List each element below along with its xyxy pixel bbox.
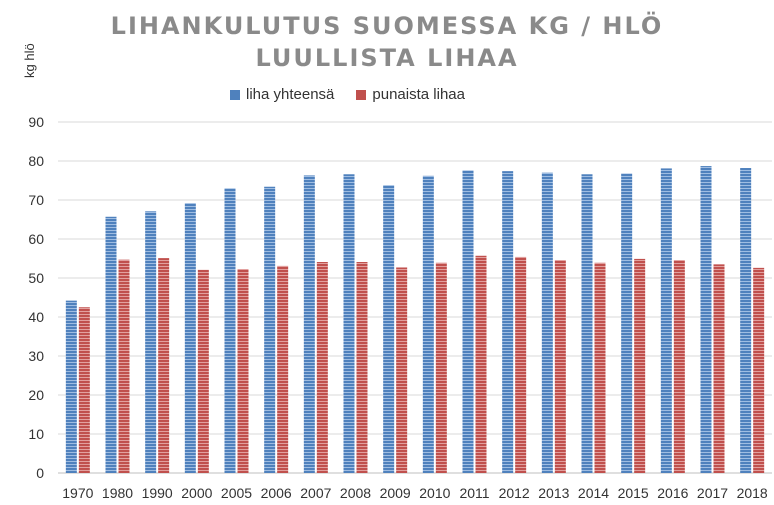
legend: liha yhteensä punaista lihaa [230,86,487,103]
bar-series-2-1980 [118,259,130,473]
bar-series-2-2000 [197,269,209,473]
chart-subtitle: LUULLISTA LIHAA [255,44,519,72]
legend-item-series-2: punaista lihaa [356,86,465,103]
bar-series-1-2013 [541,172,553,473]
bar-series-2-2010 [435,262,447,473]
x-tick-label: 2008 [340,485,371,501]
x-tick-label: 2012 [499,485,530,501]
x-tick-label: 2014 [578,485,609,501]
bar-series-1-2007 [303,175,315,473]
bar-series-1-2008 [343,174,355,473]
bar-series-2-2015 [634,258,646,473]
y-tick-label: 40 [28,309,44,325]
bar-series-2-2012 [515,256,527,473]
y-tick-label: 90 [28,114,44,130]
gridlines [58,121,772,474]
bar-series-2-2008 [356,262,368,473]
y-axis-ticks: 0 10 20 30 40 50 60 70 80 90 [28,114,44,481]
x-tick-label: 1980 [102,485,133,501]
y-tick-label: 0 [36,465,44,481]
x-tick-label: 2018 [737,485,768,501]
legend-swatch-series-1 [230,89,240,100]
bar-series-1-2018 [740,168,752,473]
bar-series-2-2007 [316,262,328,473]
bar-series-2-2013 [554,260,566,473]
bar-series-2-2009 [396,267,408,473]
bar-series-2-2011 [475,255,487,473]
y-tick-label: 50 [28,270,44,286]
bar-series-1-2016 [660,168,672,473]
legend-item-series-1: liha yhteensä [230,86,334,103]
bar-series-2-1970 [78,307,90,473]
bars [65,166,765,474]
y-tick-label: 30 [28,348,44,364]
bar-series-1-2005 [224,188,236,474]
x-axis-ticks: 1970 1980 1990 2000 2005 2006 2007 2008 2009 2010… [62,485,768,501]
bar-series-1-2009 [383,185,395,473]
y-tick-label: 80 [28,153,44,169]
x-tick-label: 2015 [618,485,649,501]
bar-series-1-2006 [264,186,276,474]
x-tick-label: 2017 [697,485,728,501]
y-tick-label: 70 [28,192,44,208]
bar-series-1-1970 [65,300,77,473]
bar-series-2-2005 [237,269,249,473]
x-tick-label: 2005 [221,485,252,501]
x-tick-label: 2000 [181,485,212,501]
bar-series-1-2012 [502,171,514,473]
x-tick-label: 2006 [261,485,292,501]
bar-series-2-2018 [753,267,765,473]
x-tick-label: 2010 [419,485,450,501]
bar-series-1-1980 [105,216,117,473]
bar-series-1-1990 [145,211,157,473]
bar-series-1-2010 [422,175,434,473]
x-tick-label: 2013 [538,485,569,501]
x-tick-label: 2007 [300,485,331,501]
x-tick-label: 2011 [459,485,489,501]
bar-series-2-2014 [594,262,606,473]
legend-label-series-1: liha yhteensä [246,86,335,103]
bar-series-2-2017 [713,264,725,473]
y-tick-label: 60 [28,231,44,247]
y-tick-label: 20 [28,387,44,403]
bar-series-1-2011 [462,170,474,474]
legend-swatch-series-2 [356,89,367,100]
bar-series-2-2016 [673,260,685,473]
bar-series-2-1990 [158,258,170,473]
chart-title: LIHANKULUTUS SUOMESSA KG / HLÖ [110,12,664,40]
legend-label-series-2: punaista lihaa [372,86,465,103]
x-tick-label: 1970 [62,485,93,501]
bar-series-1-2015 [621,173,633,474]
bar-series-1-2000 [184,203,196,473]
x-tick-label: 2016 [657,485,688,501]
x-tick-label: 2009 [380,485,411,501]
bar-series-1-2017 [700,166,712,473]
y-tick-label: 10 [28,426,44,442]
bar-series-2-2006 [277,265,289,473]
bar-series-1-2014 [581,174,593,473]
x-tick-label: 1990 [142,485,173,501]
